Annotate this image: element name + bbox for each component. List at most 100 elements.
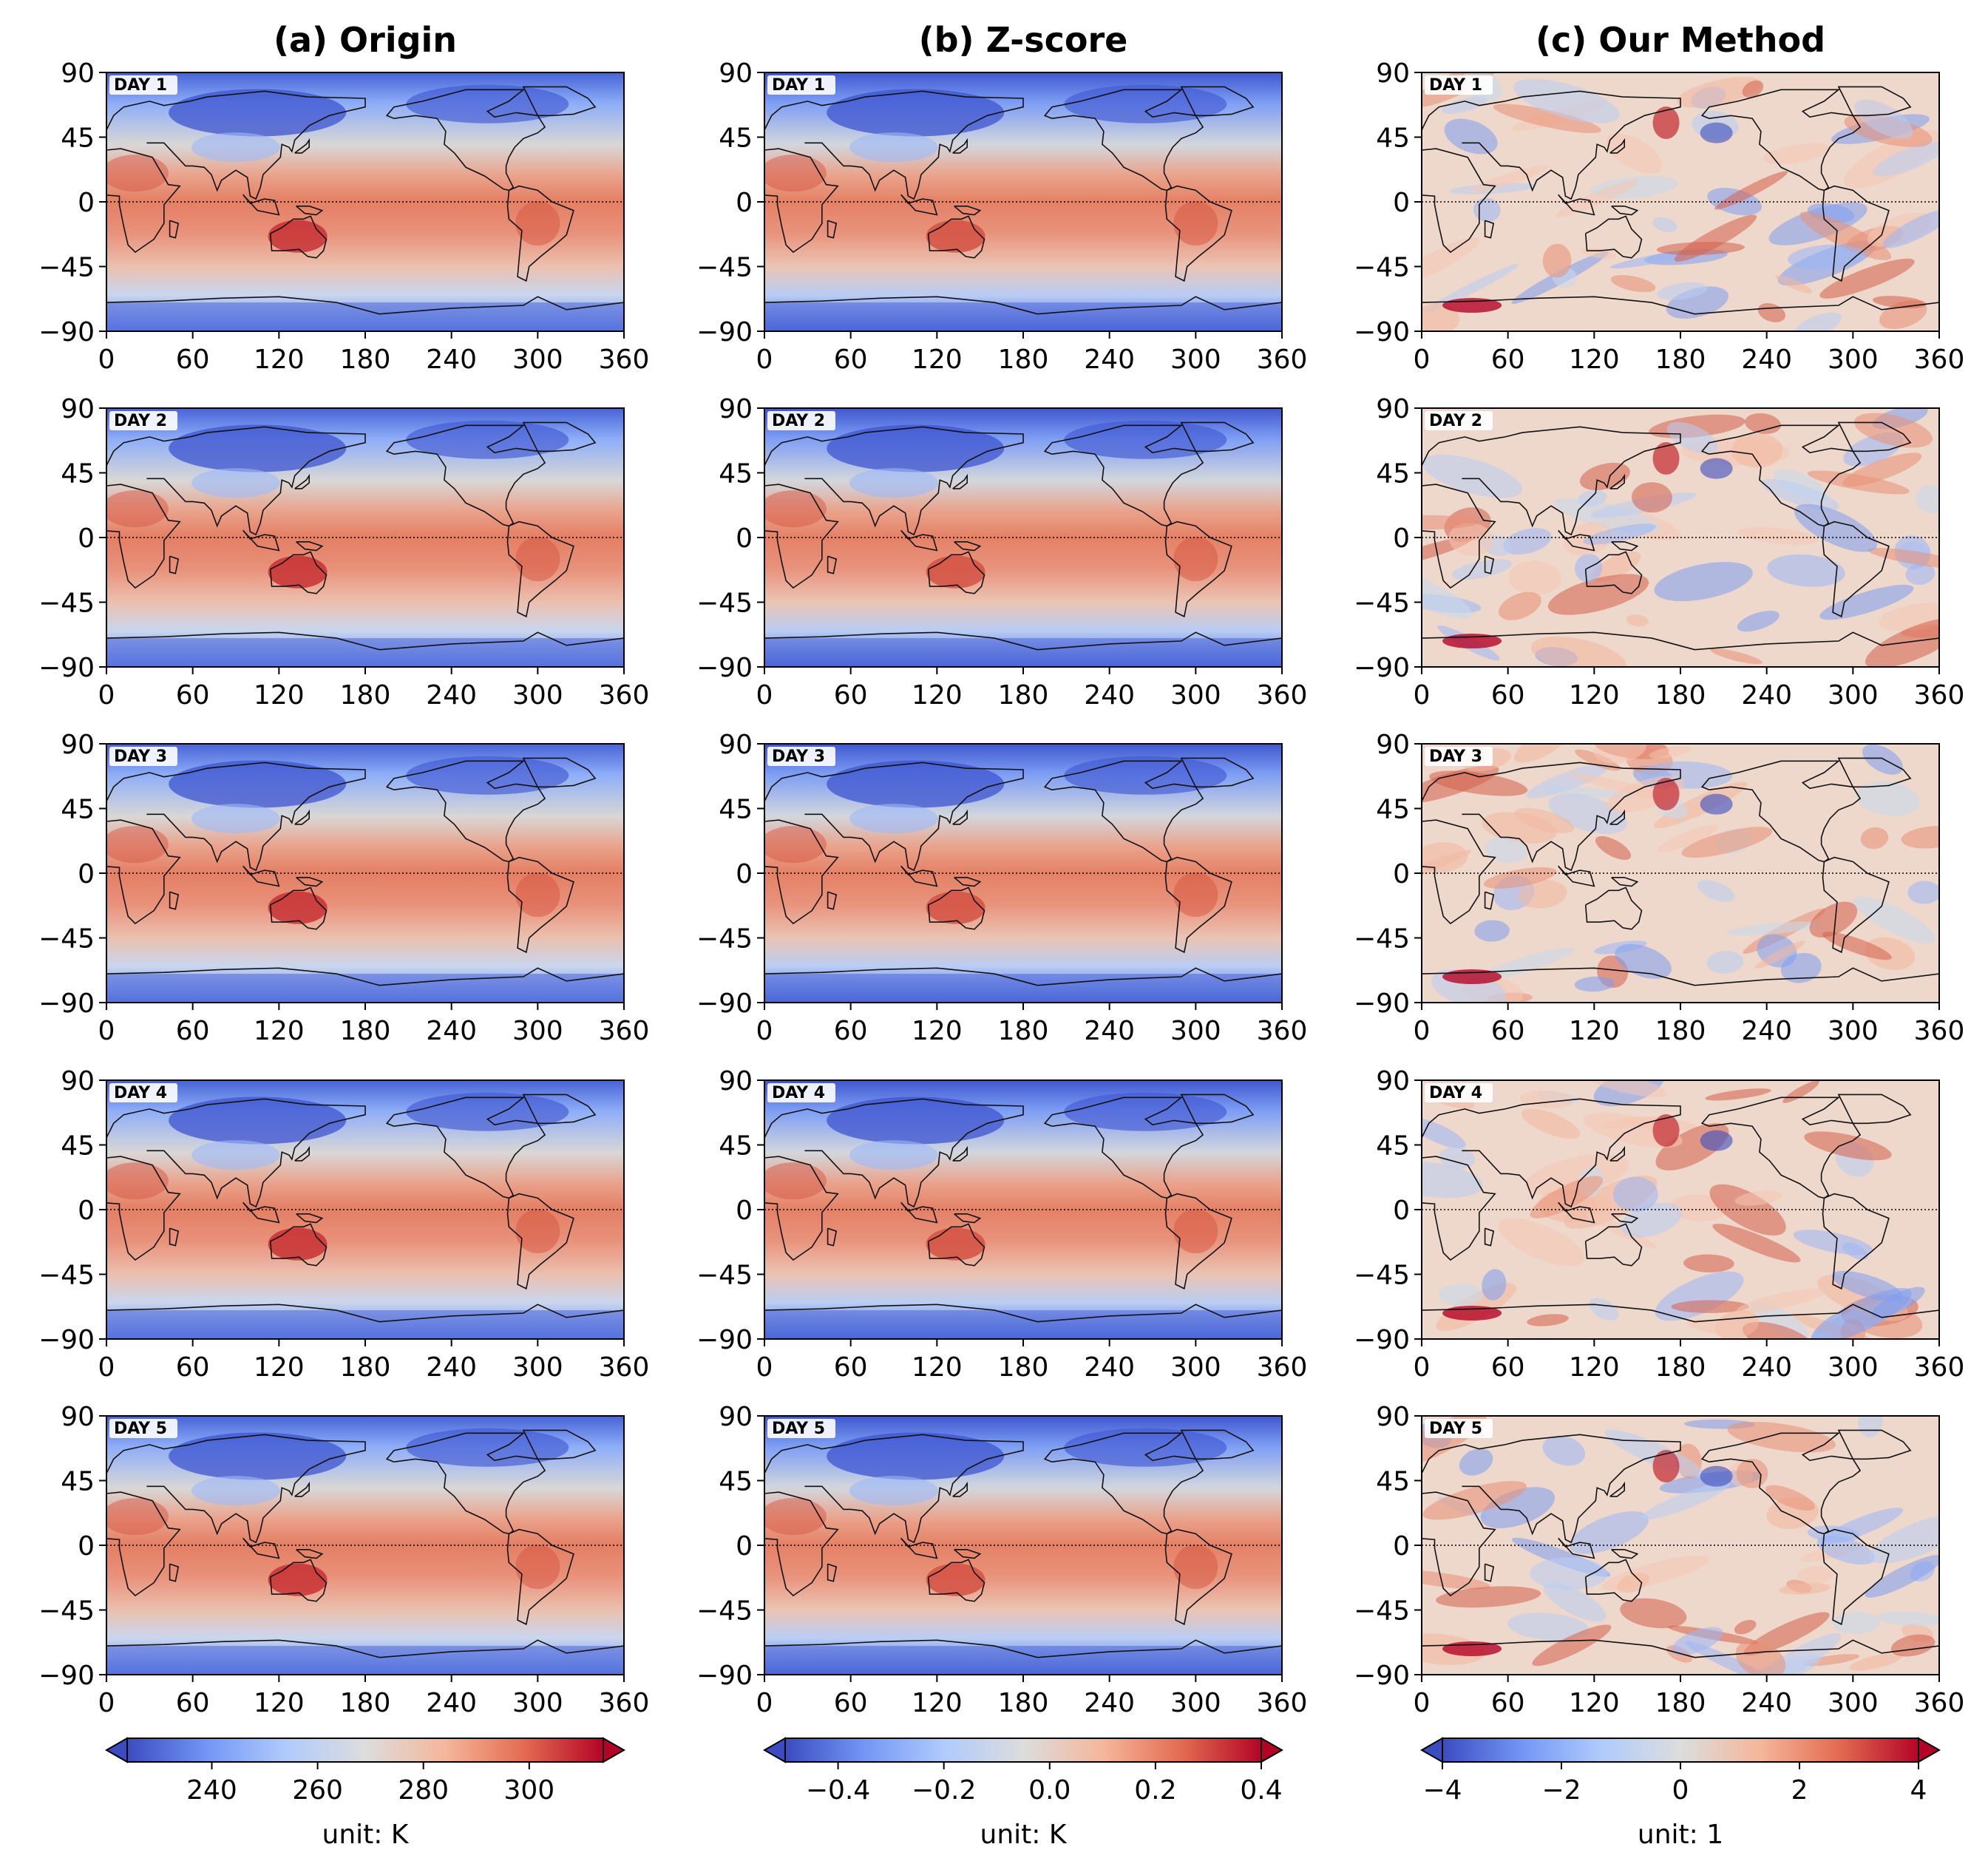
x-tick-label: 120 (912, 1688, 963, 1718)
y-tick-label: 90 (61, 1402, 95, 1432)
x-tick-label: 360 (599, 1688, 650, 1718)
x-tick-label: 360 (599, 1352, 650, 1383)
colorbar: −4 −2 0 2 4 unit: 1 (1419, 1737, 1941, 1850)
x-tick-label: 0 (756, 680, 773, 711)
x-tick-label: 0 (756, 345, 773, 375)
y-tick-label: 0 (78, 1196, 95, 1226)
x-tick-label: 240 (1741, 1016, 1792, 1046)
colorbar-tick-label: 260 (292, 1775, 343, 1806)
x-tick-label: 60 (176, 1016, 210, 1046)
y-tick-label: 45 (61, 1467, 95, 1497)
x-tick-label: 0 (756, 1352, 773, 1383)
y-tick-label: 0 (736, 188, 753, 218)
y-tick-label: 0 (736, 1196, 753, 1226)
y-tick-label: −45 (38, 1261, 95, 1291)
y-tick-label: −45 (38, 253, 95, 283)
y-tick-label: 45 (1376, 459, 1410, 489)
y-tick-label: 0 (78, 1531, 95, 1562)
y-tick-label: −90 (1354, 1661, 1410, 1691)
x-tick-label: 180 (998, 345, 1049, 375)
y-tick-label: −90 (696, 1661, 753, 1691)
y-tick-label: −90 (38, 1661, 95, 1691)
colorbar-tick-label: 0.4 (1240, 1775, 1282, 1806)
y-tick-label: −45 (1354, 924, 1410, 955)
y-tick-label: 0 (78, 523, 95, 554)
day-label: DAY 1 (772, 76, 825, 95)
y-tick-label: −45 (696, 253, 753, 283)
colorbar-tick-label: 280 (398, 1775, 449, 1806)
x-tick-label: 360 (1257, 345, 1308, 375)
colorbar-tick-label: −4 (1422, 1775, 1462, 1806)
x-tick-label: 240 (1741, 345, 1792, 375)
x-tick-label: 360 (1257, 680, 1308, 711)
x-tick-label: 180 (1655, 1688, 1706, 1718)
colorbar-tick-label: 0.2 (1134, 1775, 1176, 1806)
y-tick-label: 45 (61, 1131, 95, 1162)
x-tick-label: 60 (1491, 1352, 1525, 1383)
x-tick-label: 120 (254, 680, 305, 711)
x-tick-label: 120 (254, 345, 305, 375)
y-tick-label: 90 (1376, 730, 1410, 760)
column-title: (a) Origin (274, 20, 457, 60)
x-tick-label: 240 (1084, 1352, 1135, 1383)
x-tick-label: 60 (834, 1688, 868, 1718)
x-tick-label: 60 (1491, 345, 1525, 375)
day-label: DAY 2 (114, 412, 167, 430)
day-label: DAY 3 (1429, 748, 1482, 766)
y-tick-label: 0 (78, 188, 95, 218)
y-tick-label: 45 (719, 1131, 753, 1162)
x-tick-label: 360 (599, 680, 650, 711)
y-tick-label: −45 (696, 589, 753, 619)
y-tick-label: 45 (1376, 123, 1410, 154)
x-tick-label: 300 (512, 1016, 563, 1046)
x-tick-label: 120 (254, 1016, 305, 1046)
x-tick-label: 60 (176, 345, 210, 375)
x-tick-label: 0 (756, 1688, 773, 1718)
day-label: DAY 4 (114, 1084, 167, 1102)
day-label: DAY 1 (114, 76, 167, 95)
day-label: DAY 5 (114, 1420, 167, 1438)
y-tick-label: 90 (719, 394, 753, 424)
x-tick-label: 300 (1170, 345, 1221, 375)
x-tick-label: 180 (1655, 1016, 1706, 1046)
x-tick-label: 300 (512, 345, 563, 375)
x-tick-label: 240 (1084, 345, 1135, 375)
y-tick-label: 0 (736, 859, 753, 889)
x-tick-label: 120 (912, 1016, 963, 1046)
y-tick-label: −45 (1354, 1261, 1410, 1291)
y-tick-label: 0 (78, 859, 95, 889)
x-tick-label: 60 (834, 680, 868, 711)
y-tick-label: 90 (61, 730, 95, 760)
x-tick-label: 360 (1914, 345, 1965, 375)
y-tick-label: 90 (61, 58, 95, 89)
x-tick-label: 240 (1741, 680, 1792, 711)
x-tick-label: 120 (912, 1352, 963, 1383)
x-tick-label: 180 (340, 1016, 391, 1046)
colorbar-tick-label: 300 (503, 1775, 554, 1806)
x-tick-label: 300 (512, 1352, 563, 1383)
x-tick-label: 120 (1569, 680, 1620, 711)
x-tick-label: 60 (1491, 1688, 1525, 1718)
colorbar-tick-label: −2 (1541, 1775, 1581, 1806)
x-tick-label: 0 (98, 1688, 115, 1718)
x-tick-label: 240 (1084, 680, 1135, 711)
x-tick-label: 360 (1257, 1016, 1308, 1046)
y-tick-label: 0 (736, 523, 753, 554)
x-tick-label: 60 (176, 1352, 210, 1383)
y-tick-label: 45 (719, 1467, 753, 1497)
x-tick-label: 0 (1414, 680, 1431, 711)
day-label: DAY 5 (1429, 1420, 1482, 1438)
x-tick-label: 240 (1084, 1016, 1135, 1046)
x-tick-label: 0 (98, 680, 115, 711)
x-tick-label: 240 (426, 345, 477, 375)
y-tick-label: 90 (1376, 394, 1410, 424)
x-tick-label: 240 (426, 1016, 477, 1046)
x-tick-label: 120 (254, 1688, 305, 1718)
y-tick-label: −45 (38, 1596, 95, 1627)
x-tick-label: 240 (1741, 1352, 1792, 1383)
x-tick-label: 180 (340, 680, 391, 711)
colorbar-tick-label: 0.0 (1028, 1775, 1071, 1806)
